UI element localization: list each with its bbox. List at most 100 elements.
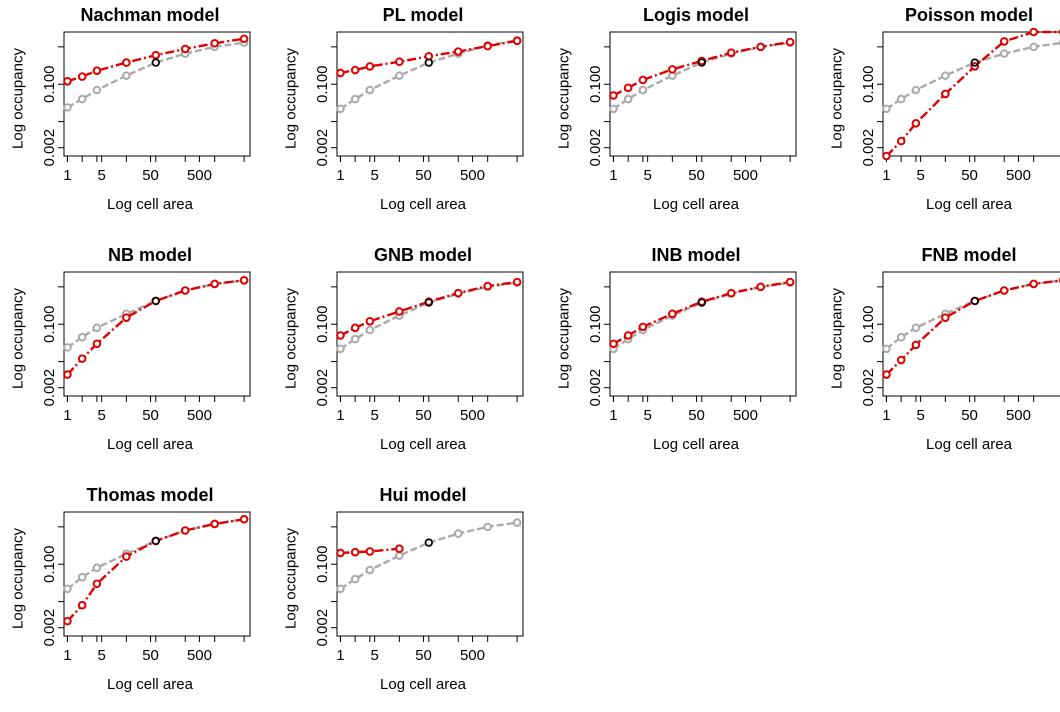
observed-point bbox=[640, 87, 647, 94]
model-point bbox=[211, 281, 218, 288]
observed-point bbox=[367, 567, 374, 574]
y-tick-label: 0.002 bbox=[587, 369, 604, 407]
model-point bbox=[241, 277, 248, 284]
x-tick-label: 50 bbox=[688, 167, 705, 184]
observed-point bbox=[337, 586, 344, 593]
observed-point bbox=[352, 336, 359, 343]
x-tick-label: 500 bbox=[733, 167, 758, 184]
model-point bbox=[625, 332, 632, 339]
observed-point bbox=[94, 87, 101, 94]
model-point bbox=[1030, 281, 1037, 288]
y-tick-label: 0.100 bbox=[41, 545, 58, 583]
model-point bbox=[942, 91, 949, 98]
x-tick-label: 500 bbox=[1006, 407, 1031, 424]
x-tick-label: 1 bbox=[882, 167, 890, 184]
observed-point bbox=[94, 565, 101, 572]
x-tick-label: 1 bbox=[609, 407, 617, 424]
observed-point bbox=[352, 96, 359, 103]
model-point bbox=[94, 340, 101, 347]
x-tick-label: 50 bbox=[142, 167, 159, 184]
model-point bbox=[123, 553, 130, 560]
observed-point bbox=[64, 104, 71, 111]
observed-series-line bbox=[886, 43, 1060, 109]
y-tick-label: 0.002 bbox=[41, 369, 58, 407]
x-tick-label: 5 bbox=[370, 647, 378, 664]
model-point bbox=[211, 40, 218, 47]
observed-point bbox=[367, 327, 374, 334]
model-point bbox=[64, 78, 71, 85]
y-tick-label: 0.100 bbox=[41, 305, 58, 343]
observed-point bbox=[64, 586, 71, 593]
model-point bbox=[883, 371, 890, 378]
model-point bbox=[1001, 287, 1008, 294]
x-tick-label: 5 bbox=[370, 407, 378, 424]
model-point bbox=[610, 340, 617, 347]
y-tick-label: 0.100 bbox=[587, 65, 604, 103]
model-point bbox=[883, 153, 890, 160]
plot-frame bbox=[337, 512, 523, 636]
plot-area bbox=[64, 516, 247, 624]
model-point bbox=[787, 39, 794, 46]
observed-point bbox=[79, 574, 86, 581]
x-tick-label: 5 bbox=[370, 167, 378, 184]
model-point bbox=[182, 46, 189, 53]
plot-frame bbox=[610, 272, 796, 396]
model-point bbox=[484, 43, 491, 50]
model-point bbox=[728, 290, 735, 297]
model-point bbox=[241, 516, 248, 523]
model-point bbox=[367, 318, 374, 325]
plot-area bbox=[337, 279, 520, 352]
model-series-line bbox=[613, 282, 790, 344]
y-tick-label: 0.100 bbox=[314, 545, 331, 583]
observed-point bbox=[64, 344, 71, 351]
observed-series-line bbox=[340, 523, 517, 589]
y-tick-label: 0.002 bbox=[860, 369, 877, 407]
observed-point bbox=[337, 346, 344, 353]
model-point bbox=[787, 279, 794, 286]
model-point bbox=[64, 371, 71, 378]
x-tick-label: 500 bbox=[187, 407, 212, 424]
model-point bbox=[241, 35, 248, 42]
model-point bbox=[455, 290, 462, 297]
y-tick-label: 0.100 bbox=[587, 305, 604, 343]
observed-series-line bbox=[613, 283, 790, 349]
plot-area bbox=[64, 277, 247, 378]
model-point bbox=[182, 527, 189, 534]
observed-point bbox=[367, 87, 374, 94]
model-point bbox=[625, 85, 632, 92]
observed-point bbox=[484, 524, 491, 531]
observed-point bbox=[79, 96, 86, 103]
plot-area bbox=[337, 37, 520, 112]
model-point bbox=[1030, 29, 1037, 36]
plot-area bbox=[337, 519, 520, 592]
observed-point bbox=[898, 334, 905, 341]
x-tick-label: 500 bbox=[460, 407, 485, 424]
x-tick-label: 500 bbox=[187, 647, 212, 664]
observed-point bbox=[514, 519, 521, 526]
y-tick-label: 0.100 bbox=[314, 65, 331, 103]
x-tick-label: 500 bbox=[187, 167, 212, 184]
observed-series-line bbox=[67, 519, 244, 589]
plot-frame bbox=[883, 272, 1060, 396]
observed-series-line bbox=[613, 43, 790, 109]
plot-area bbox=[64, 35, 247, 110]
y-tick-label: 0.002 bbox=[860, 129, 877, 167]
model-point bbox=[640, 77, 647, 84]
model-point bbox=[610, 92, 617, 99]
model-point bbox=[152, 52, 159, 59]
observed-point bbox=[883, 106, 890, 113]
model-point bbox=[898, 138, 905, 145]
model-point bbox=[352, 67, 359, 74]
x-tick-label: 50 bbox=[142, 407, 159, 424]
